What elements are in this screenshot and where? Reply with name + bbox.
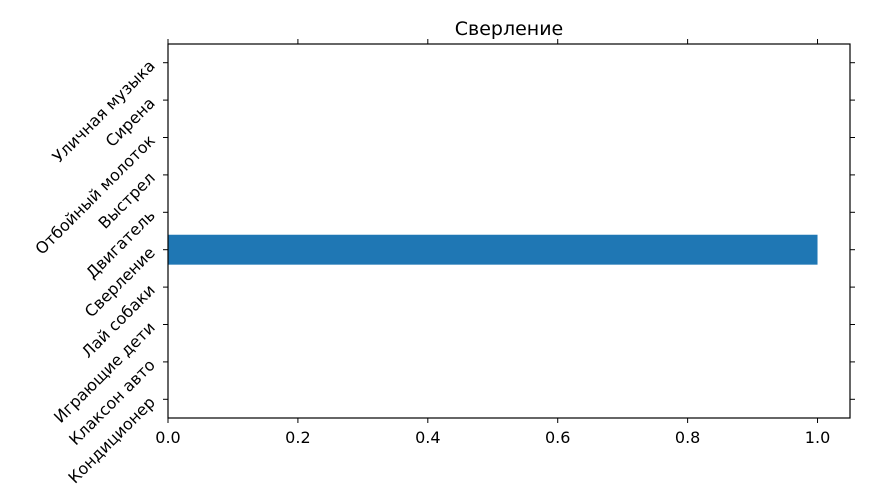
xtick-label-3: 0.6 xyxy=(545,428,570,447)
bar-4 xyxy=(168,234,818,265)
xtick-label-2: 0.4 xyxy=(415,428,440,447)
plot-frame xyxy=(167,43,851,419)
xtick-label-5: 1.0 xyxy=(805,428,830,447)
chart-title: Сверление xyxy=(455,18,564,40)
xtick-label-4: 0.8 xyxy=(675,428,700,447)
xtick-label-0: 0.0 xyxy=(155,428,180,447)
xtick-label-1: 0.2 xyxy=(285,428,310,447)
bars-layer xyxy=(168,234,818,265)
